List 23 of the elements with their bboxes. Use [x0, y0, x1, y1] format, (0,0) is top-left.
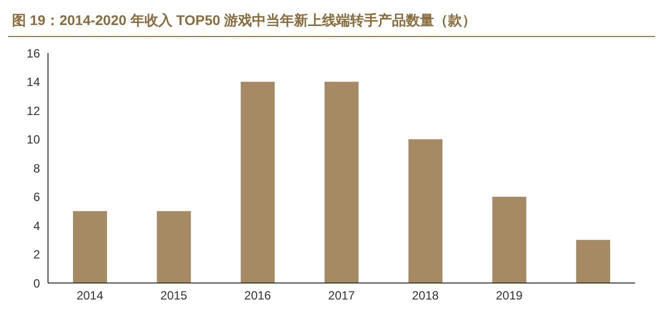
x-tick-label: 2014 — [76, 288, 104, 303]
y-tick-label: 0 — [33, 276, 40, 290]
bar — [240, 82, 275, 283]
x-tick-label: 2015 — [160, 288, 188, 303]
y-tick-label: 2 — [33, 248, 40, 262]
y-tick-label: 14 — [26, 75, 40, 90]
y-tick-label: 10 — [26, 132, 40, 147]
x-tick-label: 2017 — [328, 288, 356, 303]
bar — [73, 211, 107, 283]
x-tick-label: 2019 — [496, 288, 523, 303]
x-tick-label: 2016 — [244, 288, 272, 303]
bar — [408, 139, 442, 283]
bar — [492, 196, 526, 283]
y-tick-label: 12 — [26, 104, 40, 118]
y-tick-label: 4 — [33, 218, 40, 233]
y-tick-label: 6 — [33, 190, 40, 204]
bar — [324, 82, 359, 283]
chart-title: 图 19：2014-2020 年收入 TOP50 游戏中当年新上线端转手产品数量（款） — [8, 8, 655, 37]
bar — [156, 211, 191, 283]
x-tick-label: 2018 — [412, 288, 440, 303]
y-tick-label: 8 — [33, 161, 40, 176]
bar — [576, 240, 610, 283]
y-tick-label: 16 — [26, 46, 40, 60]
